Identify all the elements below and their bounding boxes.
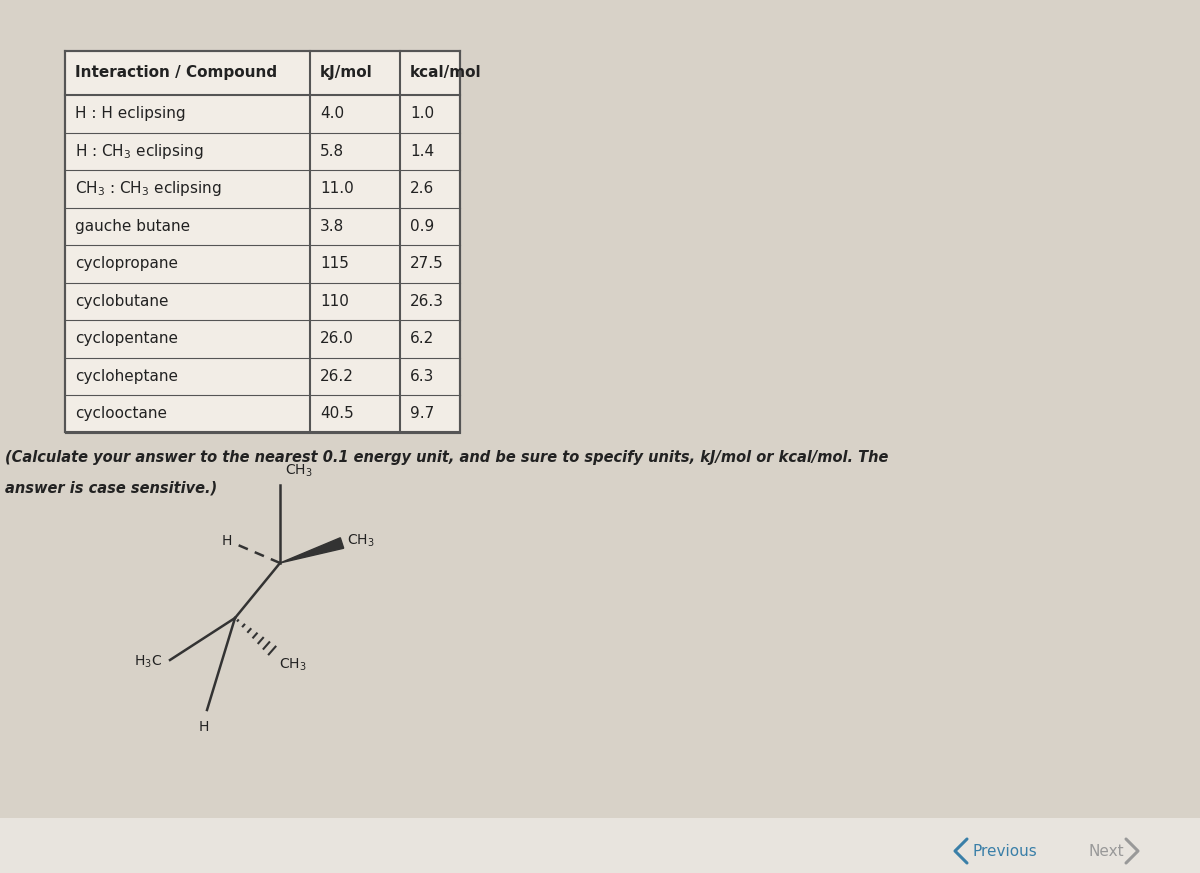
Text: 40.5: 40.5 (320, 406, 354, 422)
Text: 9.7: 9.7 (410, 406, 434, 422)
Text: answer is case sensitive.): answer is case sensitive.) (5, 480, 217, 496)
Text: 26.0: 26.0 (320, 331, 354, 347)
Text: 2.6: 2.6 (410, 182, 434, 196)
Text: kJ/mol: kJ/mol (320, 65, 373, 80)
Text: 110: 110 (320, 293, 349, 309)
Text: CH$_3$ : CH$_3$ eclipsing: CH$_3$ : CH$_3$ eclipsing (74, 179, 222, 198)
Text: 4.0: 4.0 (320, 107, 344, 121)
FancyBboxPatch shape (65, 51, 460, 432)
Text: 26.2: 26.2 (320, 368, 354, 384)
Text: 6.3: 6.3 (410, 368, 434, 384)
Text: 11.0: 11.0 (320, 182, 354, 196)
Text: Previous: Previous (972, 843, 1037, 858)
Text: cycloheptane: cycloheptane (74, 368, 178, 384)
Text: 6.2: 6.2 (410, 331, 434, 347)
Text: H: H (222, 534, 232, 548)
Text: CH$_3$: CH$_3$ (284, 463, 313, 479)
Text: 27.5: 27.5 (410, 257, 444, 272)
Text: 5.8: 5.8 (320, 144, 344, 159)
Polygon shape (280, 538, 343, 563)
Text: 115: 115 (320, 257, 349, 272)
Text: cyclopropane: cyclopropane (74, 257, 178, 272)
Text: Next: Next (1088, 843, 1123, 858)
Text: H : H eclipsing: H : H eclipsing (74, 107, 186, 121)
Text: H: H (199, 720, 209, 734)
Text: 0.9: 0.9 (410, 219, 434, 234)
Text: Interaction / Compound: Interaction / Compound (74, 65, 277, 80)
Text: H : CH$_3$ eclipsing: H : CH$_3$ eclipsing (74, 141, 204, 161)
Text: CH$_3$: CH$_3$ (347, 533, 374, 549)
Text: cyclopentane: cyclopentane (74, 331, 178, 347)
Text: cyclooctane: cyclooctane (74, 406, 167, 422)
Text: 3.8: 3.8 (320, 219, 344, 234)
Text: cyclobutane: cyclobutane (74, 293, 168, 309)
Text: (Calculate your answer to the nearest 0.1 energy unit, and be sure to specify un: (Calculate your answer to the nearest 0.… (5, 450, 888, 465)
Text: 1.0: 1.0 (410, 107, 434, 121)
Text: gauche butane: gauche butane (74, 219, 190, 234)
FancyBboxPatch shape (0, 818, 1200, 873)
Text: 26.3: 26.3 (410, 293, 444, 309)
Text: H$_3$C: H$_3$C (134, 654, 162, 670)
Text: CH$_3$: CH$_3$ (278, 657, 307, 673)
Text: kcal/mol: kcal/mol (410, 65, 481, 80)
Text: 1.4: 1.4 (410, 144, 434, 159)
